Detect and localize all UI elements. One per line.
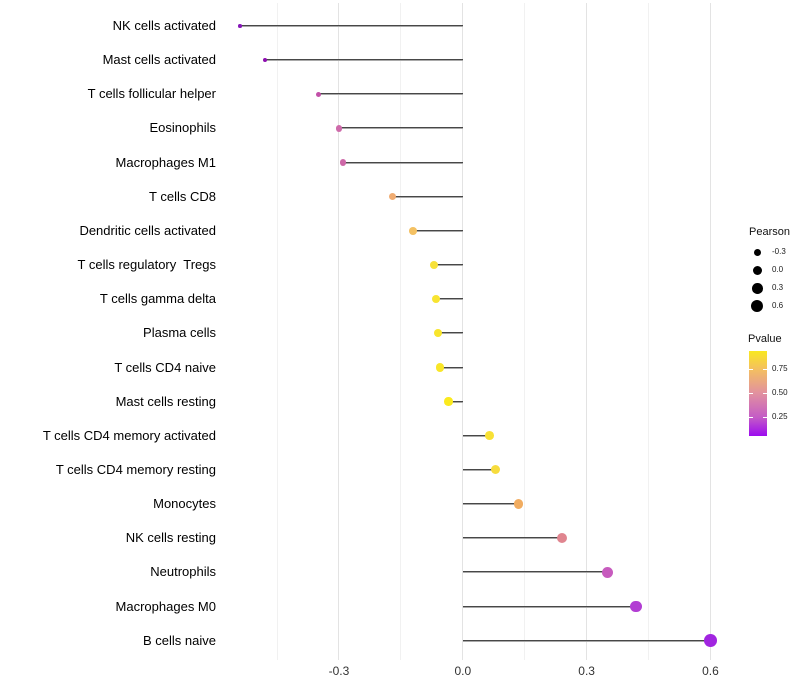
category-label: T cells CD4 naive xyxy=(114,359,216,375)
lollipop-dot xyxy=(315,91,322,98)
size-legend-label: 0.0 xyxy=(772,265,784,275)
size-legend-dot xyxy=(751,300,764,313)
lollipop-dot xyxy=(513,499,524,509)
lollipop-dot xyxy=(436,363,445,372)
lollipop-stem xyxy=(435,298,463,301)
gridline-minor xyxy=(276,3,278,660)
category-label: Neutrophils xyxy=(150,564,216,580)
gridline-major xyxy=(338,3,340,660)
category-label: Mast cells resting xyxy=(115,393,216,409)
lollipop-dot xyxy=(491,465,501,475)
colorbar-tick xyxy=(749,392,753,394)
lollipop-dot xyxy=(630,600,643,613)
size-legend-label: -0.3 xyxy=(772,247,786,257)
category-label: T cells CD4 memory resting xyxy=(55,461,216,477)
lollipop-stem xyxy=(462,639,711,642)
lollipop-dot xyxy=(601,566,613,578)
size-legend-dot xyxy=(753,248,761,256)
colorbar-tick xyxy=(749,416,753,418)
lollipop-dot xyxy=(704,634,717,648)
lollipop-stem xyxy=(448,400,463,403)
size-legend-label: 0.6 xyxy=(772,301,784,311)
lollipop-stem xyxy=(462,468,496,471)
lollipop-dot xyxy=(485,431,495,441)
category-label: Macrophages M1 xyxy=(115,154,216,170)
colorbar-tick xyxy=(763,392,767,394)
lollipop-stem xyxy=(433,264,463,267)
lollipop-dot xyxy=(238,24,242,28)
x-tick-label: 0.6 xyxy=(702,664,719,678)
lollipop-dot xyxy=(409,227,418,235)
category-label: Dendritic cells activated xyxy=(79,222,216,238)
lollipop-dot xyxy=(388,193,397,201)
category-label: Macrophages M0 xyxy=(115,598,216,614)
gridline-minor xyxy=(648,3,649,660)
category-label: T cells CD8 xyxy=(149,188,216,204)
category-label: NK cells resting xyxy=(125,530,216,546)
gridline-minor xyxy=(524,3,526,660)
lollipop-stem xyxy=(318,93,463,96)
lollipop-stem xyxy=(413,229,463,232)
color-legend-title: Pvalue xyxy=(748,333,782,345)
lollipop-dot xyxy=(262,57,267,63)
lollipop-stem xyxy=(462,605,637,608)
category-label: Plasma cells xyxy=(143,325,216,341)
colorbar-label: 0.25 xyxy=(772,411,788,421)
category-label: Monocytes xyxy=(153,496,216,512)
category-label: T cells follicular helper xyxy=(87,86,216,102)
size-legend-dot xyxy=(752,265,762,275)
size-legend-title: Pearson xyxy=(749,226,790,238)
x-tick-label: 0.3 xyxy=(578,664,595,678)
gridline-major xyxy=(586,3,588,660)
lollipop-dot xyxy=(431,295,440,304)
category-label: NK cells activated xyxy=(112,18,216,33)
x-tick-label: 0.0 xyxy=(454,664,472,678)
lollipop-stem xyxy=(392,195,463,198)
lollipop-stem xyxy=(239,25,463,27)
colorbar-tick xyxy=(749,369,753,371)
x-tick-label: -0.3 xyxy=(328,664,350,678)
colorbar-tick xyxy=(763,369,767,371)
lollipop-dot xyxy=(444,397,453,406)
category-label: T cells CD4 memory activated xyxy=(42,427,216,443)
size-legend-dot xyxy=(751,282,763,294)
lollipop-stem xyxy=(338,127,463,130)
category-label: T cells regulatory Tregs xyxy=(77,257,216,273)
category-label: Mast cells activated xyxy=(102,52,216,68)
size-legend-label: 0.3 xyxy=(772,283,784,293)
gridline-minor xyxy=(400,3,402,660)
lollipop-stem xyxy=(264,59,463,62)
lollipop-dot xyxy=(556,533,568,544)
gridline-major xyxy=(709,3,711,660)
lollipop-dot xyxy=(339,159,347,166)
colorbar-tick xyxy=(763,416,767,418)
lollipop-stem xyxy=(438,332,463,335)
lollipop-dot xyxy=(335,125,343,132)
lollipop-stem xyxy=(462,503,519,506)
lollipop-stem xyxy=(462,571,608,574)
category-label: T cells gamma delta xyxy=(99,291,216,307)
colorbar-label: 0.75 xyxy=(772,364,788,374)
lollipop-stem xyxy=(440,366,463,369)
lollipop-stem xyxy=(343,161,463,164)
pvalue-colorbar xyxy=(749,351,767,436)
category-label: Eosinophils xyxy=(149,120,217,136)
gridline-major xyxy=(462,3,464,660)
lollipop-dot xyxy=(434,329,443,338)
lollipop-stem xyxy=(462,537,562,540)
lollipop-dot xyxy=(429,261,438,270)
category-label: B cells naive xyxy=(143,632,216,648)
lollipop-stem xyxy=(462,434,490,437)
colorbar-label: 0.50 xyxy=(772,387,788,397)
